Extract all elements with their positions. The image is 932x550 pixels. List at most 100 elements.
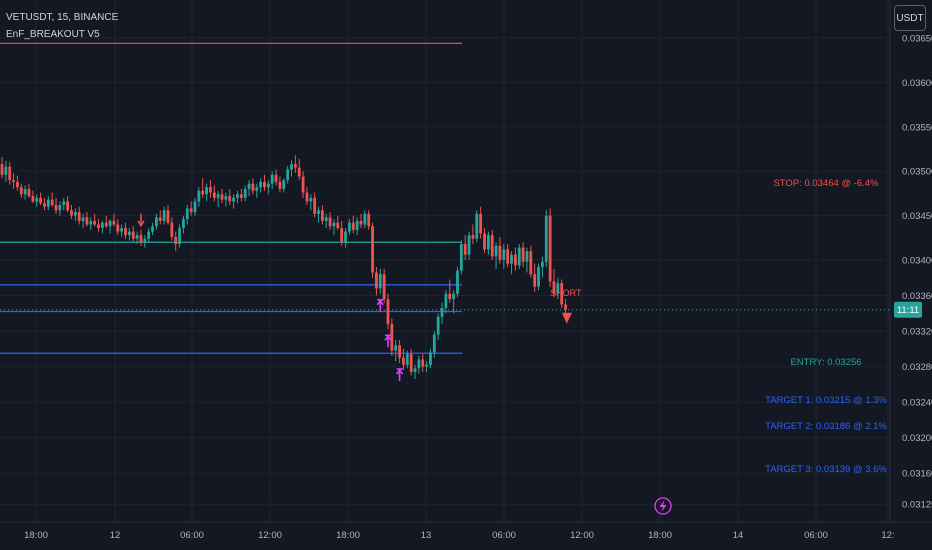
candle-body [243, 188, 247, 198]
candle-body [236, 194, 239, 198]
candle-body [247, 183, 251, 189]
candle-body [440, 307, 444, 317]
candle-body [371, 226, 374, 273]
candle-body [537, 267, 540, 287]
candle-body [548, 215, 552, 282]
candle-body [43, 203, 46, 207]
candle-body [348, 222, 351, 232]
candle-body [320, 210, 324, 221]
candle-body [27, 188, 31, 197]
candle-body [552, 281, 556, 294]
candle-body [529, 251, 533, 275]
candle-body [375, 272, 378, 289]
candle-body [131, 231, 135, 239]
candle-body [432, 334, 436, 353]
candle-body [413, 368, 417, 372]
candle-body [147, 231, 151, 239]
candle-body [305, 192, 309, 202]
candle-body [355, 220, 359, 230]
candle-body [112, 220, 116, 225]
candle-body [162, 210, 166, 221]
x-tick-label: 06:00 [492, 530, 516, 541]
candle-body [182, 219, 185, 229]
candle-body [363, 213, 367, 225]
y-tick-label: 0.03125 [902, 500, 932, 511]
candle-body [483, 233, 486, 250]
candle-body [270, 174, 274, 184]
candle-body [178, 228, 181, 245]
x-tick-label: 12:00 [570, 530, 594, 541]
indicator-title: EnF_BREAKOUT V5 [6, 29, 100, 40]
entry-level-label: ENTRY: 0.03256 [790, 357, 861, 368]
candle-body [263, 181, 266, 188]
x-tick-label: 12:00 [258, 530, 282, 541]
candle-body [224, 196, 228, 200]
candle-body [290, 164, 293, 170]
candle-body [124, 228, 127, 236]
candle-body [197, 190, 201, 202]
candle-body [510, 254, 513, 264]
candle-body [475, 213, 479, 239]
candle-body [155, 217, 158, 227]
candle-body [278, 181, 282, 189]
candle-body [170, 222, 174, 237]
candle-body [151, 226, 154, 232]
candle-body [513, 254, 517, 266]
candle-body [120, 228, 124, 232]
up-arrow-head [395, 368, 404, 375]
candle-body [77, 212, 81, 221]
candle-body [50, 199, 54, 205]
signal-markers: SHORT [137, 213, 582, 382]
candle-body [490, 235, 494, 257]
candle-body [359, 220, 363, 225]
candle-body [39, 197, 42, 204]
candle-body [201, 190, 205, 195]
lightning-icon[interactable] [654, 497, 672, 515]
candle-body [405, 354, 409, 365]
candle-body [81, 217, 85, 221]
stop-level-label: STOP: 0.03464 @ -6.4% [773, 178, 879, 189]
candle-body [8, 166, 12, 181]
grid [0, 0, 890, 522]
candle-body [31, 196, 35, 202]
candle-body [58, 204, 62, 211]
candle-body [54, 204, 58, 211]
candle-body [266, 183, 270, 188]
candle-body [429, 352, 432, 365]
candle-body [286, 169, 290, 181]
candle-body [97, 224, 100, 229]
candle-body [127, 231, 131, 236]
candle-body [541, 261, 544, 268]
candle-body [66, 201, 70, 211]
candle-body [467, 235, 471, 255]
candle-body [452, 293, 456, 300]
x-tick-label: 18:00 [336, 530, 360, 541]
candle-body [232, 197, 235, 202]
candles [0, 155, 567, 380]
candle-body [390, 323, 394, 351]
candle-body [409, 354, 413, 372]
candle-body [398, 345, 401, 358]
time-axis[interactable]: 18:00 12 06:00 12:00 18:00 13 06:00 12:00 18:00 1… [24, 530, 895, 541]
candle-body [73, 212, 77, 216]
candle-body [309, 197, 313, 202]
currency-button[interactable]: USDT [894, 5, 926, 31]
candle-body [498, 245, 502, 261]
candle-body [85, 217, 89, 225]
candle-body [228, 196, 232, 202]
down-arrow-head [137, 220, 145, 228]
candle-body [332, 222, 336, 227]
candle-body [12, 180, 15, 182]
candle-body [0, 164, 4, 175]
